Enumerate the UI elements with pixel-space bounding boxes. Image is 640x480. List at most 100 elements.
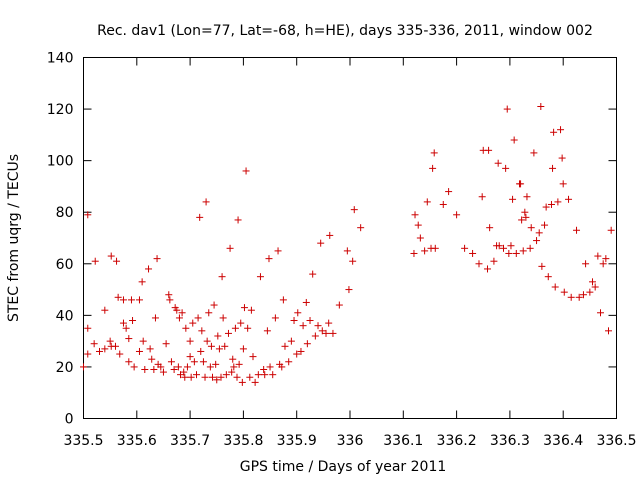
data-point (175, 314, 183, 322)
data-point (317, 239, 325, 247)
data-point (135, 347, 143, 355)
data-point (203, 337, 211, 345)
data-point (547, 200, 555, 208)
data-point (484, 265, 492, 273)
data-point (579, 291, 587, 299)
data-point (411, 211, 419, 219)
data-point (107, 252, 115, 260)
data-point (271, 314, 279, 322)
data-point (237, 319, 245, 327)
data-point (279, 296, 287, 304)
data-point (224, 329, 232, 337)
data-point (151, 314, 159, 322)
data-point (269, 371, 277, 379)
data-point (260, 366, 268, 374)
data-point (274, 247, 282, 255)
data-point (485, 146, 493, 154)
data-point (208, 373, 216, 381)
y-axis-label: STEC from uqrg / TECUs (6, 154, 22, 322)
data-point (512, 249, 520, 257)
data-point (551, 283, 559, 291)
data-point (349, 257, 357, 265)
data-point (306, 317, 314, 325)
x-tick-label: 336 (337, 433, 364, 449)
data-point (125, 358, 133, 366)
data-point (554, 198, 562, 206)
data-point (518, 216, 526, 224)
data-point (314, 322, 322, 330)
data-point (226, 244, 234, 252)
data-point (278, 363, 286, 371)
data-point (114, 293, 122, 301)
data-point (414, 221, 422, 229)
data-point (202, 198, 210, 206)
data-point (597, 309, 605, 317)
data-point (150, 366, 158, 374)
data-point (141, 366, 149, 374)
data-point (174, 363, 182, 371)
data-point (410, 249, 418, 257)
data-point (475, 260, 483, 268)
data-point (557, 126, 565, 134)
data-point (294, 309, 302, 317)
data-point (461, 244, 469, 252)
data-point (558, 154, 566, 162)
data-point (125, 335, 133, 343)
data-point (542, 203, 550, 211)
x-tick-label: 336.5 (596, 433, 636, 449)
data-point (535, 229, 543, 237)
data-point (231, 324, 239, 332)
data-point (256, 273, 264, 281)
data-point (326, 231, 334, 239)
data-point (240, 304, 248, 312)
data-point (530, 149, 538, 157)
y-tick-label: 100 (47, 154, 74, 170)
data-point (166, 296, 174, 304)
data-point (416, 234, 424, 242)
data-point (537, 102, 545, 110)
data-point (343, 247, 351, 255)
data-point (533, 237, 541, 245)
data-point (201, 373, 209, 381)
data-point (541, 221, 549, 229)
data-point (589, 278, 597, 286)
data-point (297, 347, 305, 355)
data-point (215, 345, 223, 353)
data-point (213, 376, 221, 384)
data-point (329, 329, 337, 337)
data-point (469, 249, 477, 257)
data-point (84, 211, 92, 219)
x-tick-label: 335.8 (223, 433, 263, 449)
data-point (567, 293, 575, 301)
data-point (116, 350, 124, 358)
data-point (521, 208, 529, 216)
data-point (138, 278, 146, 286)
data-point (605, 327, 613, 335)
data-point (173, 306, 181, 314)
data-point (167, 358, 175, 366)
data-point (182, 324, 190, 332)
data-point (228, 368, 236, 376)
data-point (233, 373, 241, 381)
x-axis: 335.5 335.6 335.7 335.8 335.9 336 336.1 336.2 33… (63, 57, 637, 449)
data-point (186, 353, 194, 361)
data-point (302, 298, 310, 306)
data-point (146, 345, 154, 353)
data-point (478, 193, 486, 201)
data-point (429, 164, 437, 172)
data-point (162, 340, 170, 348)
data-point (575, 293, 583, 301)
data-point (238, 378, 246, 386)
data-point (178, 309, 186, 317)
data-point (263, 327, 271, 335)
data-point (244, 324, 252, 332)
y-tick-label: 80 (56, 205, 74, 221)
data-point (159, 368, 167, 376)
data-point (510, 136, 518, 144)
data-point (157, 363, 165, 371)
data-point (119, 319, 127, 327)
data-point (222, 371, 230, 379)
data-point (192, 371, 200, 379)
data-point (519, 247, 527, 255)
